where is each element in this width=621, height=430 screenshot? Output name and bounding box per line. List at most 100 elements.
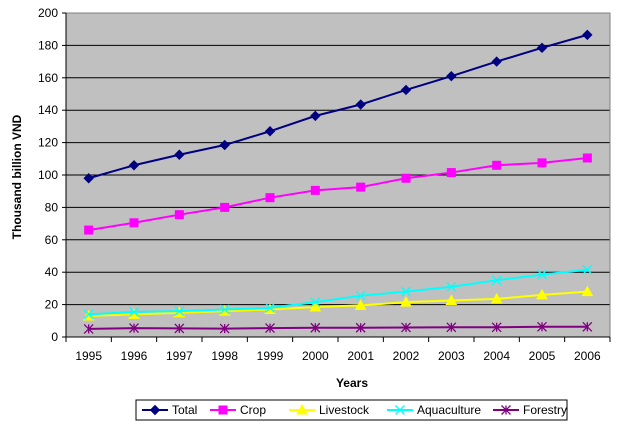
data-point-crop bbox=[129, 218, 139, 228]
legend-marker-aquaculture bbox=[395, 405, 405, 415]
data-point-total bbox=[400, 84, 412, 96]
legend-label-aquaculture: Aquaculture bbox=[417, 403, 481, 417]
data-point-total bbox=[446, 70, 457, 82]
data-point-livestock bbox=[536, 288, 548, 300]
legend-label-crop: Crop bbox=[240, 403, 266, 417]
plot-area bbox=[65, 12, 611, 338]
y-tick-label: 60 bbox=[45, 233, 59, 247]
series-line-forestry bbox=[88, 325, 588, 330]
x-tick-label: 1995 bbox=[75, 349, 102, 363]
legend-marker-livestock bbox=[296, 403, 308, 415]
y-tick-label: 80 bbox=[45, 200, 59, 214]
data-point-total bbox=[491, 56, 502, 67]
data-point-forestry bbox=[265, 323, 275, 334]
data-point-aquaculture bbox=[83, 309, 94, 320]
legend-marker-forestry bbox=[501, 405, 511, 415]
y-tick-label: 120 bbox=[38, 136, 58, 150]
y-tick-label: 20 bbox=[45, 298, 59, 312]
data-point-aquaculture bbox=[219, 304, 230, 315]
data-point-total bbox=[310, 110, 321, 122]
data-point-crop bbox=[492, 160, 502, 170]
data-point-forestry bbox=[537, 321, 547, 332]
x-tick-label: 1998 bbox=[211, 349, 238, 363]
series-crop bbox=[84, 153, 592, 235]
legend-label-forestry: Forestry bbox=[523, 403, 567, 417]
data-point-forestry bbox=[401, 322, 411, 333]
x-tick-label: 2004 bbox=[483, 349, 510, 363]
data-point-livestock bbox=[445, 294, 458, 306]
series-total bbox=[83, 29, 593, 184]
data-point-crop bbox=[582, 153, 592, 163]
x-tick-label: 2001 bbox=[347, 349, 374, 363]
series-line-livestock bbox=[88, 290, 588, 317]
y-axis-ticks: 0 20 40 60 80 100 120 140 160 180 200 bbox=[38, 6, 67, 344]
data-point-forestry bbox=[219, 323, 230, 334]
series-line-aquaculture bbox=[88, 268, 588, 316]
data-point-crop bbox=[356, 182, 366, 192]
data-point-aquaculture bbox=[174, 306, 185, 317]
data-point-total bbox=[174, 149, 185, 160]
data-point-livestock bbox=[354, 299, 367, 310]
legend-item-total: Total bbox=[142, 403, 197, 417]
data-point-aquaculture bbox=[265, 302, 275, 313]
legend-item-crop: Crop bbox=[210, 403, 266, 417]
y-tick-label: 200 bbox=[38, 6, 58, 20]
data-point-crop bbox=[537, 158, 547, 168]
x-axis-ticks: 1995 1996 1997 1998 1999 2000 2001 2002 2003 2004… bbox=[65, 336, 611, 363]
data-point-forestry bbox=[355, 322, 366, 333]
data-point-forestry bbox=[446, 322, 457, 333]
legend: Total Crop Livestock Aquaculture Forestry bbox=[135, 399, 568, 421]
y-tick-label: 100 bbox=[38, 168, 58, 182]
legend-label-total: Total bbox=[172, 403, 197, 417]
data-point-forestry bbox=[582, 321, 593, 332]
legend-item-aquaculture: Aquaculture bbox=[387, 403, 481, 417]
data-point-crop bbox=[446, 168, 456, 178]
data-point-crop bbox=[220, 202, 230, 212]
data-point-aquaculture bbox=[310, 297, 321, 308]
data-point-forestry bbox=[310, 322, 321, 333]
legend-box bbox=[135, 399, 568, 421]
data-point-aquaculture bbox=[401, 286, 411, 297]
series-line-crop bbox=[88, 156, 588, 232]
data-point-forestry bbox=[174, 323, 185, 334]
data-point-total bbox=[536, 42, 548, 54]
series-aquaculture bbox=[83, 264, 593, 320]
data-point-aquaculture bbox=[491, 275, 502, 286]
data-point-aquaculture bbox=[355, 290, 366, 301]
x-axis-title: Years bbox=[336, 376, 368, 390]
data-point-total bbox=[128, 160, 140, 171]
y-tick-label: 180 bbox=[38, 38, 58, 52]
legend-marker-crop bbox=[218, 405, 228, 415]
data-point-crop bbox=[174, 210, 184, 220]
series-lines bbox=[82, 29, 594, 334]
y-tick-label: 40 bbox=[45, 265, 59, 279]
x-tick-label: 2003 bbox=[438, 349, 465, 363]
series-line-total bbox=[88, 33, 588, 180]
y-tick-label: 160 bbox=[38, 71, 58, 85]
data-point-aquaculture bbox=[129, 306, 139, 317]
x-tick-label: 2000 bbox=[302, 349, 329, 363]
x-tick-label: 1996 bbox=[121, 349, 148, 363]
data-point-forestry bbox=[491, 322, 502, 333]
series-forestry bbox=[83, 321, 593, 334]
data-point-total bbox=[219, 139, 230, 151]
legend-item-livestock: Livestock bbox=[289, 403, 370, 417]
data-point-livestock bbox=[400, 296, 412, 307]
legend-item-forestry: Forestry bbox=[493, 403, 567, 417]
data-point-total bbox=[264, 126, 276, 137]
data-point-total bbox=[355, 99, 366, 110]
data-point-aquaculture bbox=[446, 281, 457, 292]
data-point-crop bbox=[84, 225, 94, 235]
y-tick-label: 140 bbox=[38, 103, 58, 117]
data-point-total bbox=[83, 173, 94, 184]
x-tick-label: 1997 bbox=[166, 349, 193, 363]
x-tick-label: 2005 bbox=[529, 349, 556, 363]
data-point-crop bbox=[401, 173, 411, 183]
data-point-crop bbox=[265, 193, 275, 203]
data-point-livestock bbox=[581, 285, 594, 297]
data-point-forestry bbox=[83, 323, 94, 334]
data-point-aquaculture bbox=[537, 269, 547, 280]
data-point-livestock bbox=[309, 301, 322, 312]
